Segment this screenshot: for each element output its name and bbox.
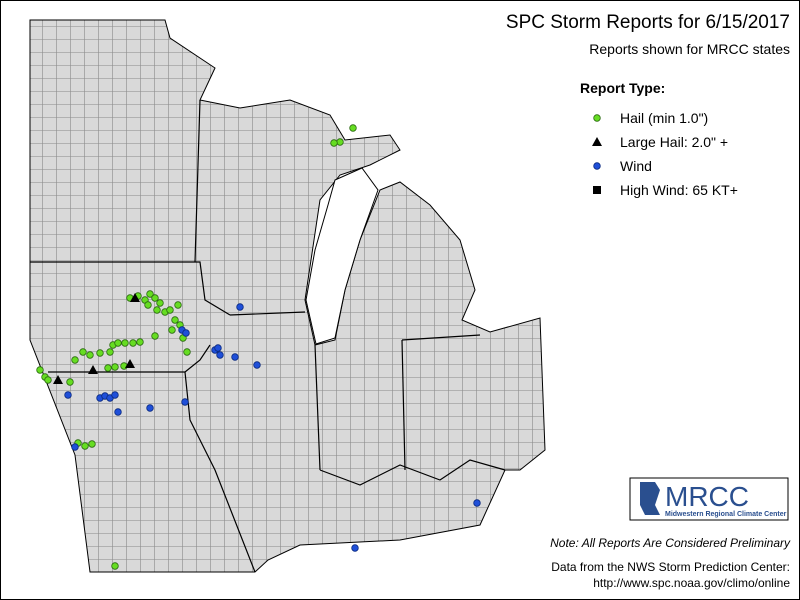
hail-marker — [593, 114, 601, 122]
legend-label: Hail (min 1.0") — [620, 110, 708, 126]
hail-marker — [71, 356, 79, 364]
legend-label: High Wind: 65 KT+ — [620, 182, 738, 198]
wind-marker — [236, 303, 244, 311]
legend: Hail (min 1.0") Large Hail: 2.0" + Wind Hig… — [592, 110, 738, 198]
high-wind-marker — [593, 186, 601, 194]
wind-marker — [64, 391, 72, 399]
wind-marker — [473, 499, 481, 507]
logo-caption: Midwestern Regional Climate Center — [665, 511, 787, 518]
hail-marker — [153, 306, 161, 314]
large-hail-marker — [53, 375, 63, 384]
wind-marker — [71, 443, 79, 451]
reports — [36, 124, 481, 570]
wind-marker — [214, 344, 222, 352]
hail-marker — [151, 332, 159, 340]
source-url: http://www.spc.noaa.gov/climo/online — [593, 576, 790, 590]
note: Note: All Reports Are Considered Prelimi… — [550, 536, 791, 550]
hail-marker — [129, 339, 137, 347]
hail-marker — [183, 348, 191, 356]
legend-label: Large Hail: 2.0" + — [620, 134, 728, 150]
logo-icon — [640, 482, 660, 515]
logo-text: MRCC — [665, 481, 749, 512]
source: Data from the NWS Storm Prediction Cente… — [551, 560, 790, 574]
hail-marker — [174, 301, 182, 309]
hail-marker — [156, 299, 164, 307]
hail-marker — [104, 364, 112, 372]
lake-michigan — [305, 167, 379, 345]
hail-marker — [86, 351, 94, 359]
hail-marker — [136, 338, 144, 346]
hail-marker — [166, 306, 174, 314]
wind-marker — [146, 404, 154, 412]
subtitle: Reports shown for MRCC states — [589, 41, 790, 57]
wind-marker — [253, 361, 261, 369]
hail-marker — [79, 348, 87, 356]
region — [29, 19, 546, 573]
hail-marker — [151, 294, 159, 302]
wind-marker — [182, 329, 190, 337]
large-hail-marker — [88, 365, 98, 374]
hail-marker — [81, 442, 89, 450]
hail-marker — [111, 363, 119, 371]
large-hail-marker — [592, 137, 602, 146]
wind-marker — [351, 544, 359, 552]
hail-marker — [171, 316, 179, 324]
large-hail-marker — [125, 359, 135, 368]
hail-marker — [336, 138, 344, 146]
legend-label: Wind — [620, 158, 652, 174]
hail-marker — [106, 348, 114, 356]
hail-marker — [88, 440, 96, 448]
wind-marker — [111, 391, 119, 399]
state-borders — [30, 99, 506, 573]
hail-marker — [44, 376, 52, 384]
title: SPC Storm Reports for 6/15/2017 — [506, 12, 790, 33]
hail-marker — [114, 339, 122, 347]
hail-marker — [111, 562, 119, 570]
hail-marker — [330, 139, 338, 147]
wind-marker — [593, 162, 601, 170]
hail-marker — [96, 349, 104, 357]
hail-marker — [36, 366, 44, 374]
hail-marker — [121, 339, 129, 347]
wind-marker — [114, 408, 122, 416]
wind-marker — [181, 398, 189, 406]
hail-marker — [144, 301, 152, 309]
hail-marker — [168, 326, 176, 334]
legend-title: Report Type: — [580, 80, 665, 96]
wind-marker — [231, 353, 239, 361]
hail-marker — [146, 290, 154, 298]
wind-marker — [216, 351, 224, 359]
hail-marker — [66, 378, 74, 386]
large-hail-marker — [130, 293, 140, 302]
hail-marker — [349, 124, 357, 132]
